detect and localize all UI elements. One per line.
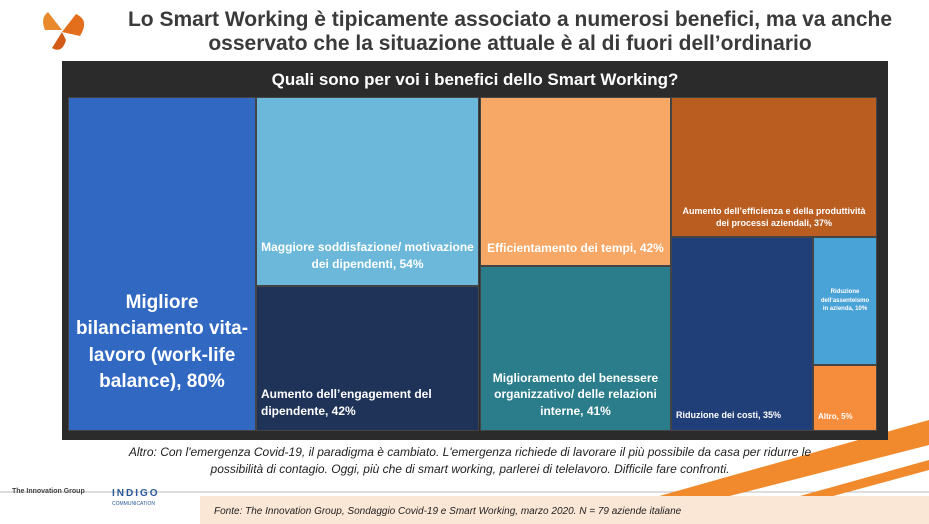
cell-label: Aumento dell’efficienza e della produtti… [682,205,866,229]
treemap-cell: Riduzione dell’assenteismo in azienda, 1… [813,237,877,365]
chart-title: Quali sono per voi i benefici dello Smar… [271,70,679,89]
treemap-cell: Miglioramento del benessere organizzativ… [480,266,671,431]
treemap-cell: Altro, 5% [813,365,877,431]
treemap-cell: Maggiore soddisfazione/ motivazione dei … [256,97,479,286]
cell-label: Efficientamento dei tempi, 42% [487,241,664,256]
logo-right-sub: COMMUNICATION [112,501,155,507]
logo-right: INDIGO [112,488,160,499]
treemap-cell: Migliore bilanciamento vita-lavoro (work… [68,97,256,431]
source: Fonte: The Innovation Group, Sondaggio C… [214,506,682,517]
note: Altro: Con l'emergenza Covid-19, il para… [128,445,812,476]
cell-label: Maggiore soddisfazione/ motivazione dei … [261,240,474,272]
butterfly-icon [43,12,85,50]
cell-label: Miglioramento del benessere organizzativ… [492,370,659,419]
cell-label: Riduzione dell’assenteismo in azienda, 1… [820,289,870,313]
treemap-cell: Aumento dell’engagement del dipendente, … [256,286,479,431]
logo-left: The Innovation Group [12,488,85,495]
treemap-cell: Aumento dell’efficienza e della produtti… [671,97,877,237]
treemap-cell: Efficientamento dei tempi, 42% [480,97,671,266]
cell-label: Aumento dell’engagement del dipendente, … [261,387,432,419]
header-title: Lo Smart Working è tipicamente associato… [127,8,893,55]
cell-label: Altro, 5% [818,411,853,421]
cell-label: Migliore bilanciamento vita-lavoro (work… [75,291,249,393]
cell-label: Riduzione dei costi, 35% [676,410,782,421]
treemap-cell: Riduzione dei costi, 35% [671,237,813,431]
